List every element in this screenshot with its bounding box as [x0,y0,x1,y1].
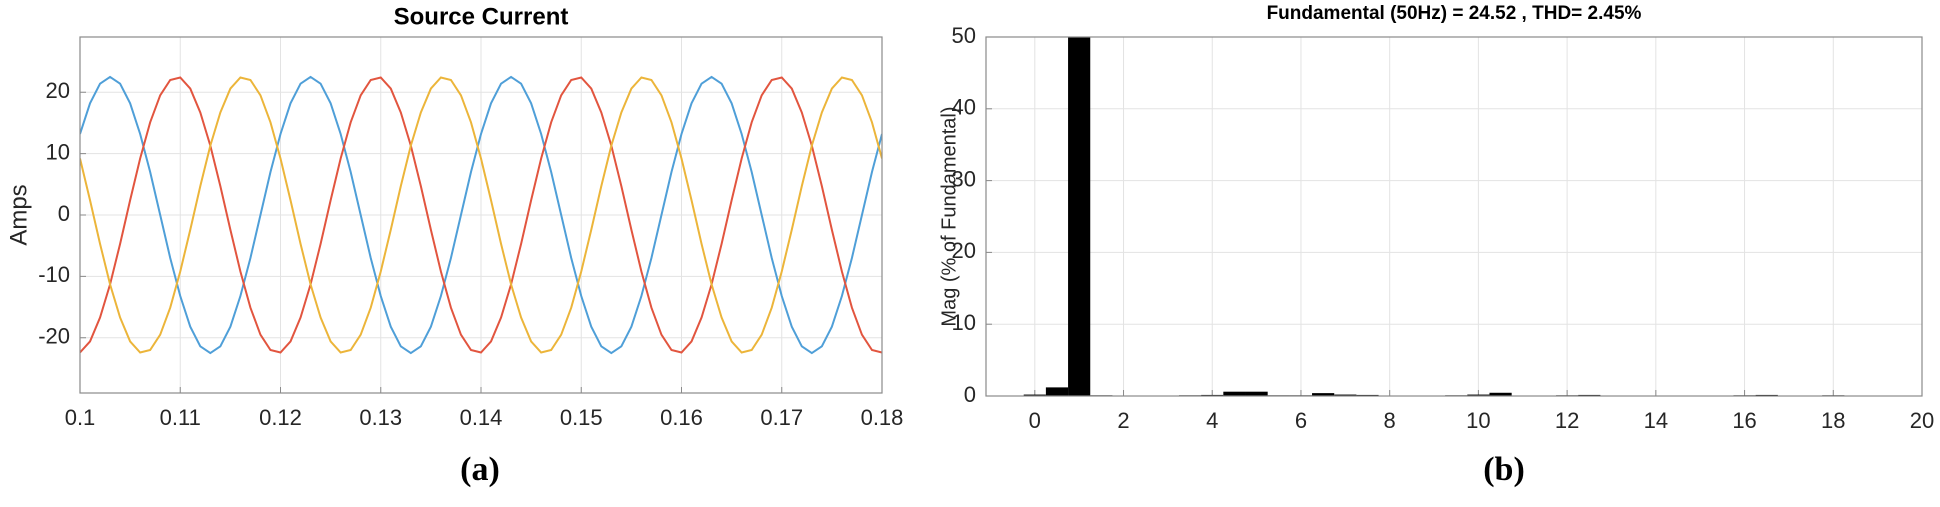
bar [1312,393,1335,396]
chart-panel: -20 -10 0 10 20 0.1 0.11 0.12 0.13 0.14 0.15 0.16 0.… [5,3,903,487]
y-tick-label: -10 [38,262,70,287]
y-tick-label: 10 [952,310,976,335]
y-tick-label: 20 [952,238,976,263]
x-tick-label: 0.16 [660,405,703,430]
series-line [80,76,882,354]
chart-title: Fundamental (50Hz) = 24.52 , THD= 2.45% [1267,3,1642,24]
bar [1489,392,1512,396]
y-tick-label: 0 [58,201,70,226]
chart-title: Source Current [394,3,569,30]
x-tick-label: 12 [1555,408,1579,433]
bar [1245,391,1268,396]
x-tick-label: 18 [1821,408,1845,433]
y-tick-label: 20 [46,78,70,103]
bar [1223,391,1246,396]
x-tick-label: 8 [1384,408,1396,433]
x-tick-label: 0.17 [760,405,803,430]
x-tick-label: 0.11 [160,405,201,430]
panel-caption: (b) [1483,451,1525,488]
x-tick-label: 0.12 [259,405,302,430]
bar [1045,387,1069,396]
y-tick-label: 40 [952,95,976,120]
x-tick-label: 20 [1910,408,1934,433]
x-tick-label: 0.14 [460,405,503,430]
bar [1467,394,1490,396]
plot-area [986,37,1922,396]
bar [1334,394,1357,396]
marks [80,75,882,355]
chart-panel: 0 10 20 30 40 50 0 2 4 6 8 10 12 14 16 18 20 Fundamental … [938,3,1934,488]
y-tick-label: 50 [952,23,976,48]
x-tick-label: 16 [1732,408,1756,433]
y-axis-label: Mag (% of Fundamental) [938,106,960,326]
y-tick-label: 10 [46,139,70,164]
x-tick-label: 4 [1206,408,1218,433]
y-tick-label: -20 [38,324,70,349]
axes-frame [79,36,883,394]
y-tick-label: 0 [964,382,976,407]
x-tick-label: 6 [1295,408,1307,433]
x-tick-label: 0.18 [861,405,904,430]
x-tick-label: 0 [1029,408,1041,433]
series-line [80,75,882,355]
panel-caption: (a) [460,451,500,488]
axes-frame [985,36,1923,397]
x-tick-label: 14 [1644,408,1668,433]
bar [1023,394,1046,396]
x-tick-label: 10 [1466,408,1490,433]
series-line [80,76,882,354]
y-tick-label: 30 [952,166,976,191]
x-tick-label: 0.15 [560,405,603,430]
x-tick-label: 2 [1117,408,1129,433]
x-tick-label: 0.13 [359,405,402,430]
x-tick-label: 0.1 [65,405,96,430]
bar [1068,37,1091,396]
y-axis-label: Amps [5,184,32,245]
